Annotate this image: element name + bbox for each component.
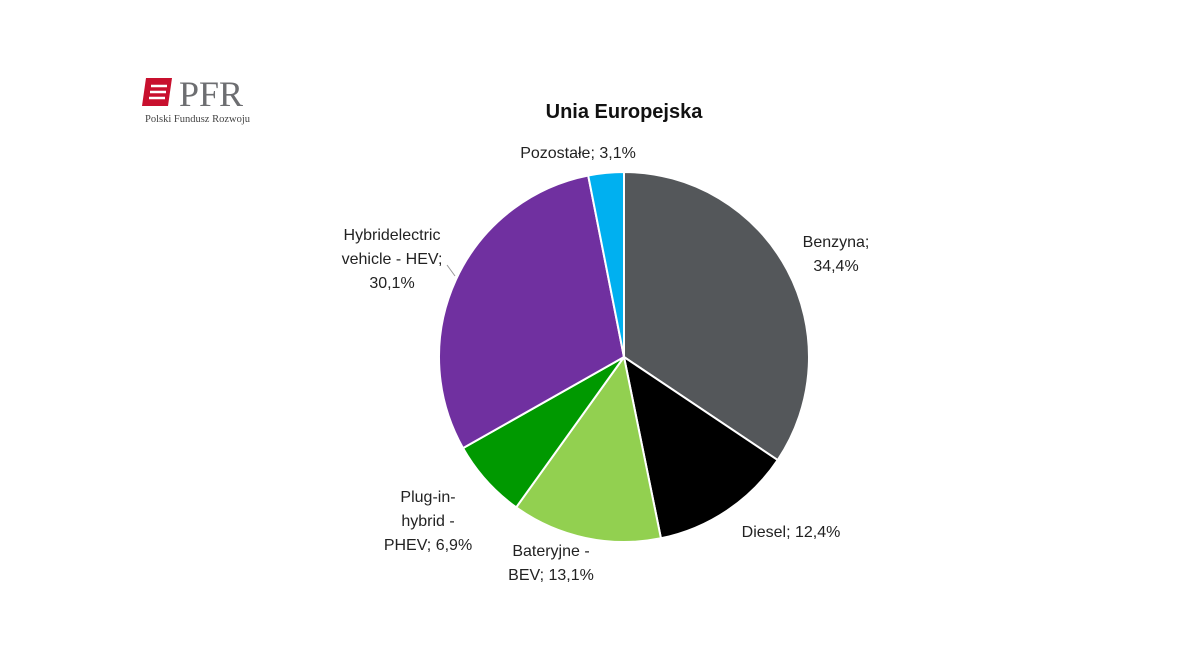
logo-tagline: Polski Fundusz Rozwoju: [145, 114, 251, 125]
data-label: Diesel; 12,4%: [742, 524, 841, 541]
logo: PFR Polski Fundusz Rozwoju: [142, 74, 251, 125]
data-label: Benzyna; 34,4%: [803, 234, 870, 275]
pie-slice: [514, 354, 663, 543]
pie-slice: [623, 170, 810, 462]
data-label: Bateryjne -BEV; 13,1%: [508, 543, 594, 584]
data-label: Pozostałe; 3,1%: [520, 145, 636, 162]
pie-slice: [587, 170, 625, 358]
pie-slice: [438, 174, 626, 450]
pie-slice: [622, 354, 780, 540]
logo-icon-stripes: [149, 84, 167, 100]
leader-line: [446, 264, 456, 277]
logo-name: PFR: [179, 74, 243, 114]
chart-title: Unia Europejska: [546, 101, 704, 123]
data-label: Hybridelectric vehicle - HEV; 30,1%: [342, 227, 443, 292]
data-label: Plug-in-hybrid -PHEV; 6,9%: [384, 489, 472, 554]
